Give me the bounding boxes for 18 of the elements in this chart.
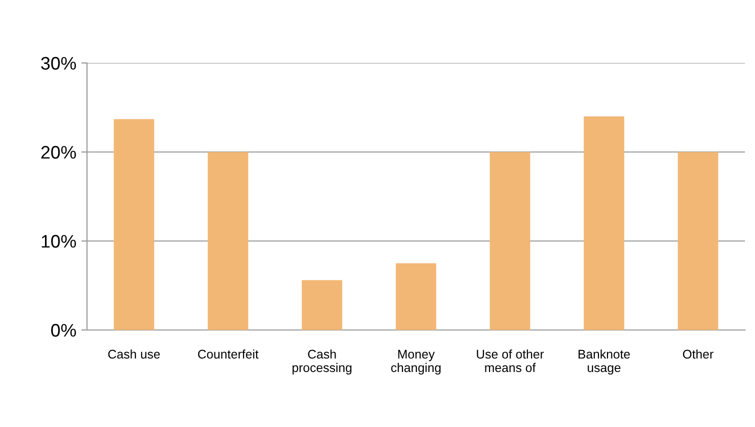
y-tick-label: 0% [51, 324, 76, 337]
bar [584, 116, 624, 330]
x-tick-label: Use of other means of [476, 349, 544, 372]
x-tick-label: Other [682, 349, 714, 359]
x-tick-label: Counterfeit [198, 349, 258, 359]
x-tick-label: Money changing [391, 350, 441, 375]
x-tick-label: Cash processing [292, 349, 352, 375]
x-tick-label: Banknote usage [578, 349, 630, 375]
y-tick-label: 30% [41, 56, 76, 70]
bar [208, 152, 248, 330]
y-tick-label: 20% [41, 146, 76, 159]
bar [678, 152, 718, 330]
x-tick-label: Cash use [108, 349, 160, 359]
bar [302, 280, 342, 330]
bar [114, 119, 154, 330]
y-tick-label: 10% [42, 234, 76, 248]
bar [490, 152, 530, 330]
bar [396, 263, 436, 330]
